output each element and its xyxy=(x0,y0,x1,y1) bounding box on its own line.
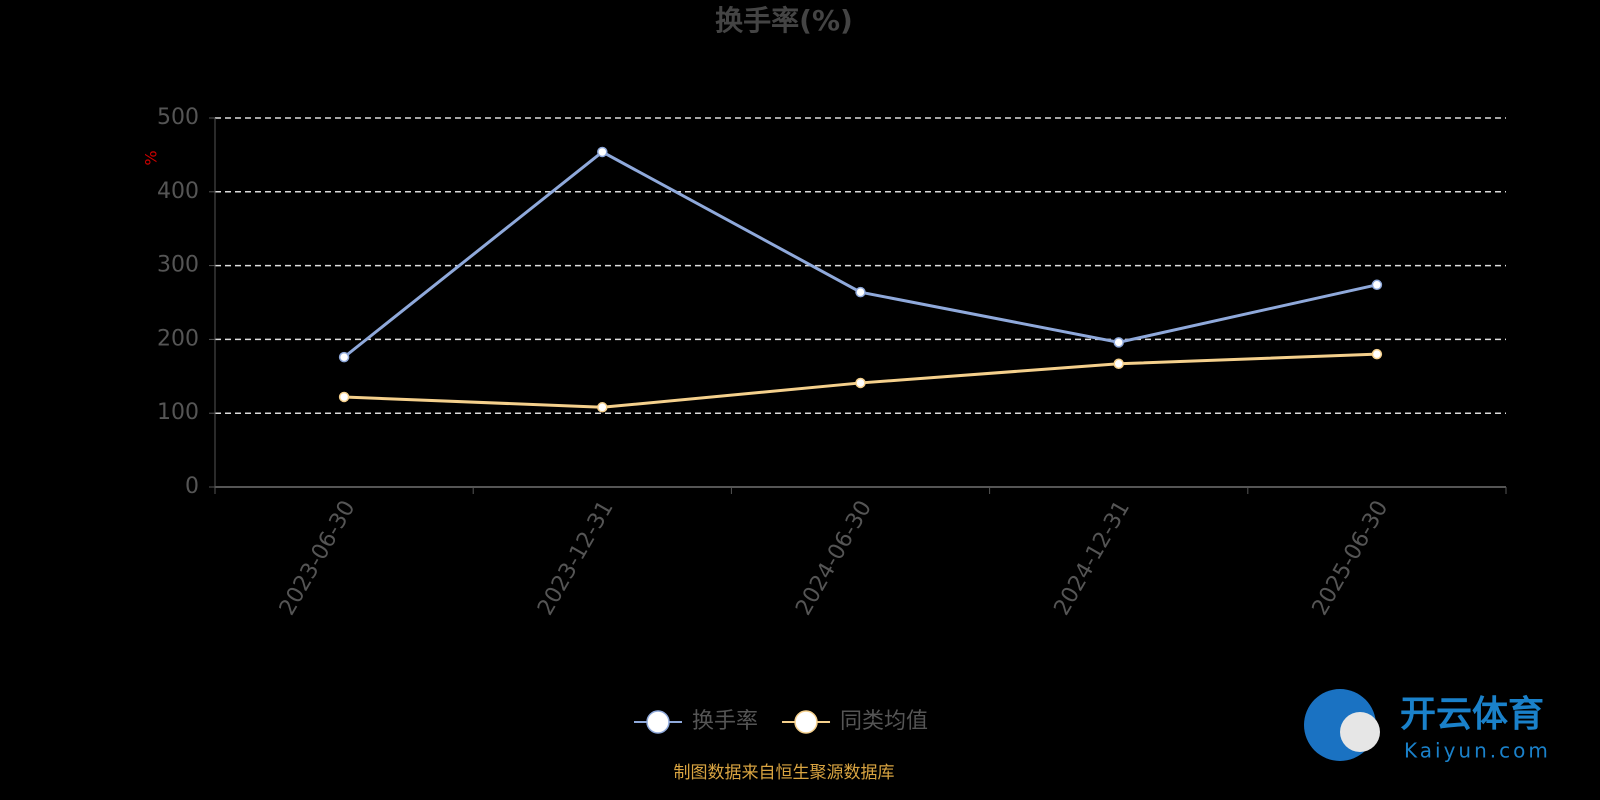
data-point xyxy=(597,402,608,413)
chart-title: 换手率(%) xyxy=(715,4,853,37)
source-note: 制图数据来自恒生聚源数据库 xyxy=(674,763,895,783)
data-point xyxy=(855,377,866,389)
watermark-name: 开云体育 xyxy=(1400,694,1544,735)
data-point xyxy=(597,146,608,158)
legend-item[interactable]: 换手率 xyxy=(634,709,758,734)
data-point xyxy=(338,351,350,363)
y-tick-label: 400 xyxy=(157,179,199,204)
legend-item[interactable]: 同类均值 xyxy=(782,709,928,734)
y-tick-label: 100 xyxy=(157,400,199,425)
legend-marker xyxy=(646,710,670,734)
data-point xyxy=(855,286,866,298)
legend-marker xyxy=(794,710,818,734)
data-point xyxy=(1113,358,1124,370)
watermark-ball xyxy=(1340,712,1380,752)
watermark: 开云体育 Kaiyun.com xyxy=(1304,689,1551,763)
y-tick-label: 500 xyxy=(157,105,199,130)
y-tick-label: 300 xyxy=(157,253,199,278)
y-tick-label: 200 xyxy=(157,326,199,351)
legend-label: 同类均值 xyxy=(840,709,928,734)
legend-label: 换手率 xyxy=(692,709,758,734)
data-point xyxy=(1371,348,1383,360)
y-tick-label: 0 xyxy=(185,474,199,499)
data-point xyxy=(1113,337,1124,348)
y-unit: % xyxy=(142,150,161,165)
watermark-site: Kaiyun.com xyxy=(1404,739,1551,763)
data-point xyxy=(1371,279,1383,291)
data-point xyxy=(338,391,350,403)
